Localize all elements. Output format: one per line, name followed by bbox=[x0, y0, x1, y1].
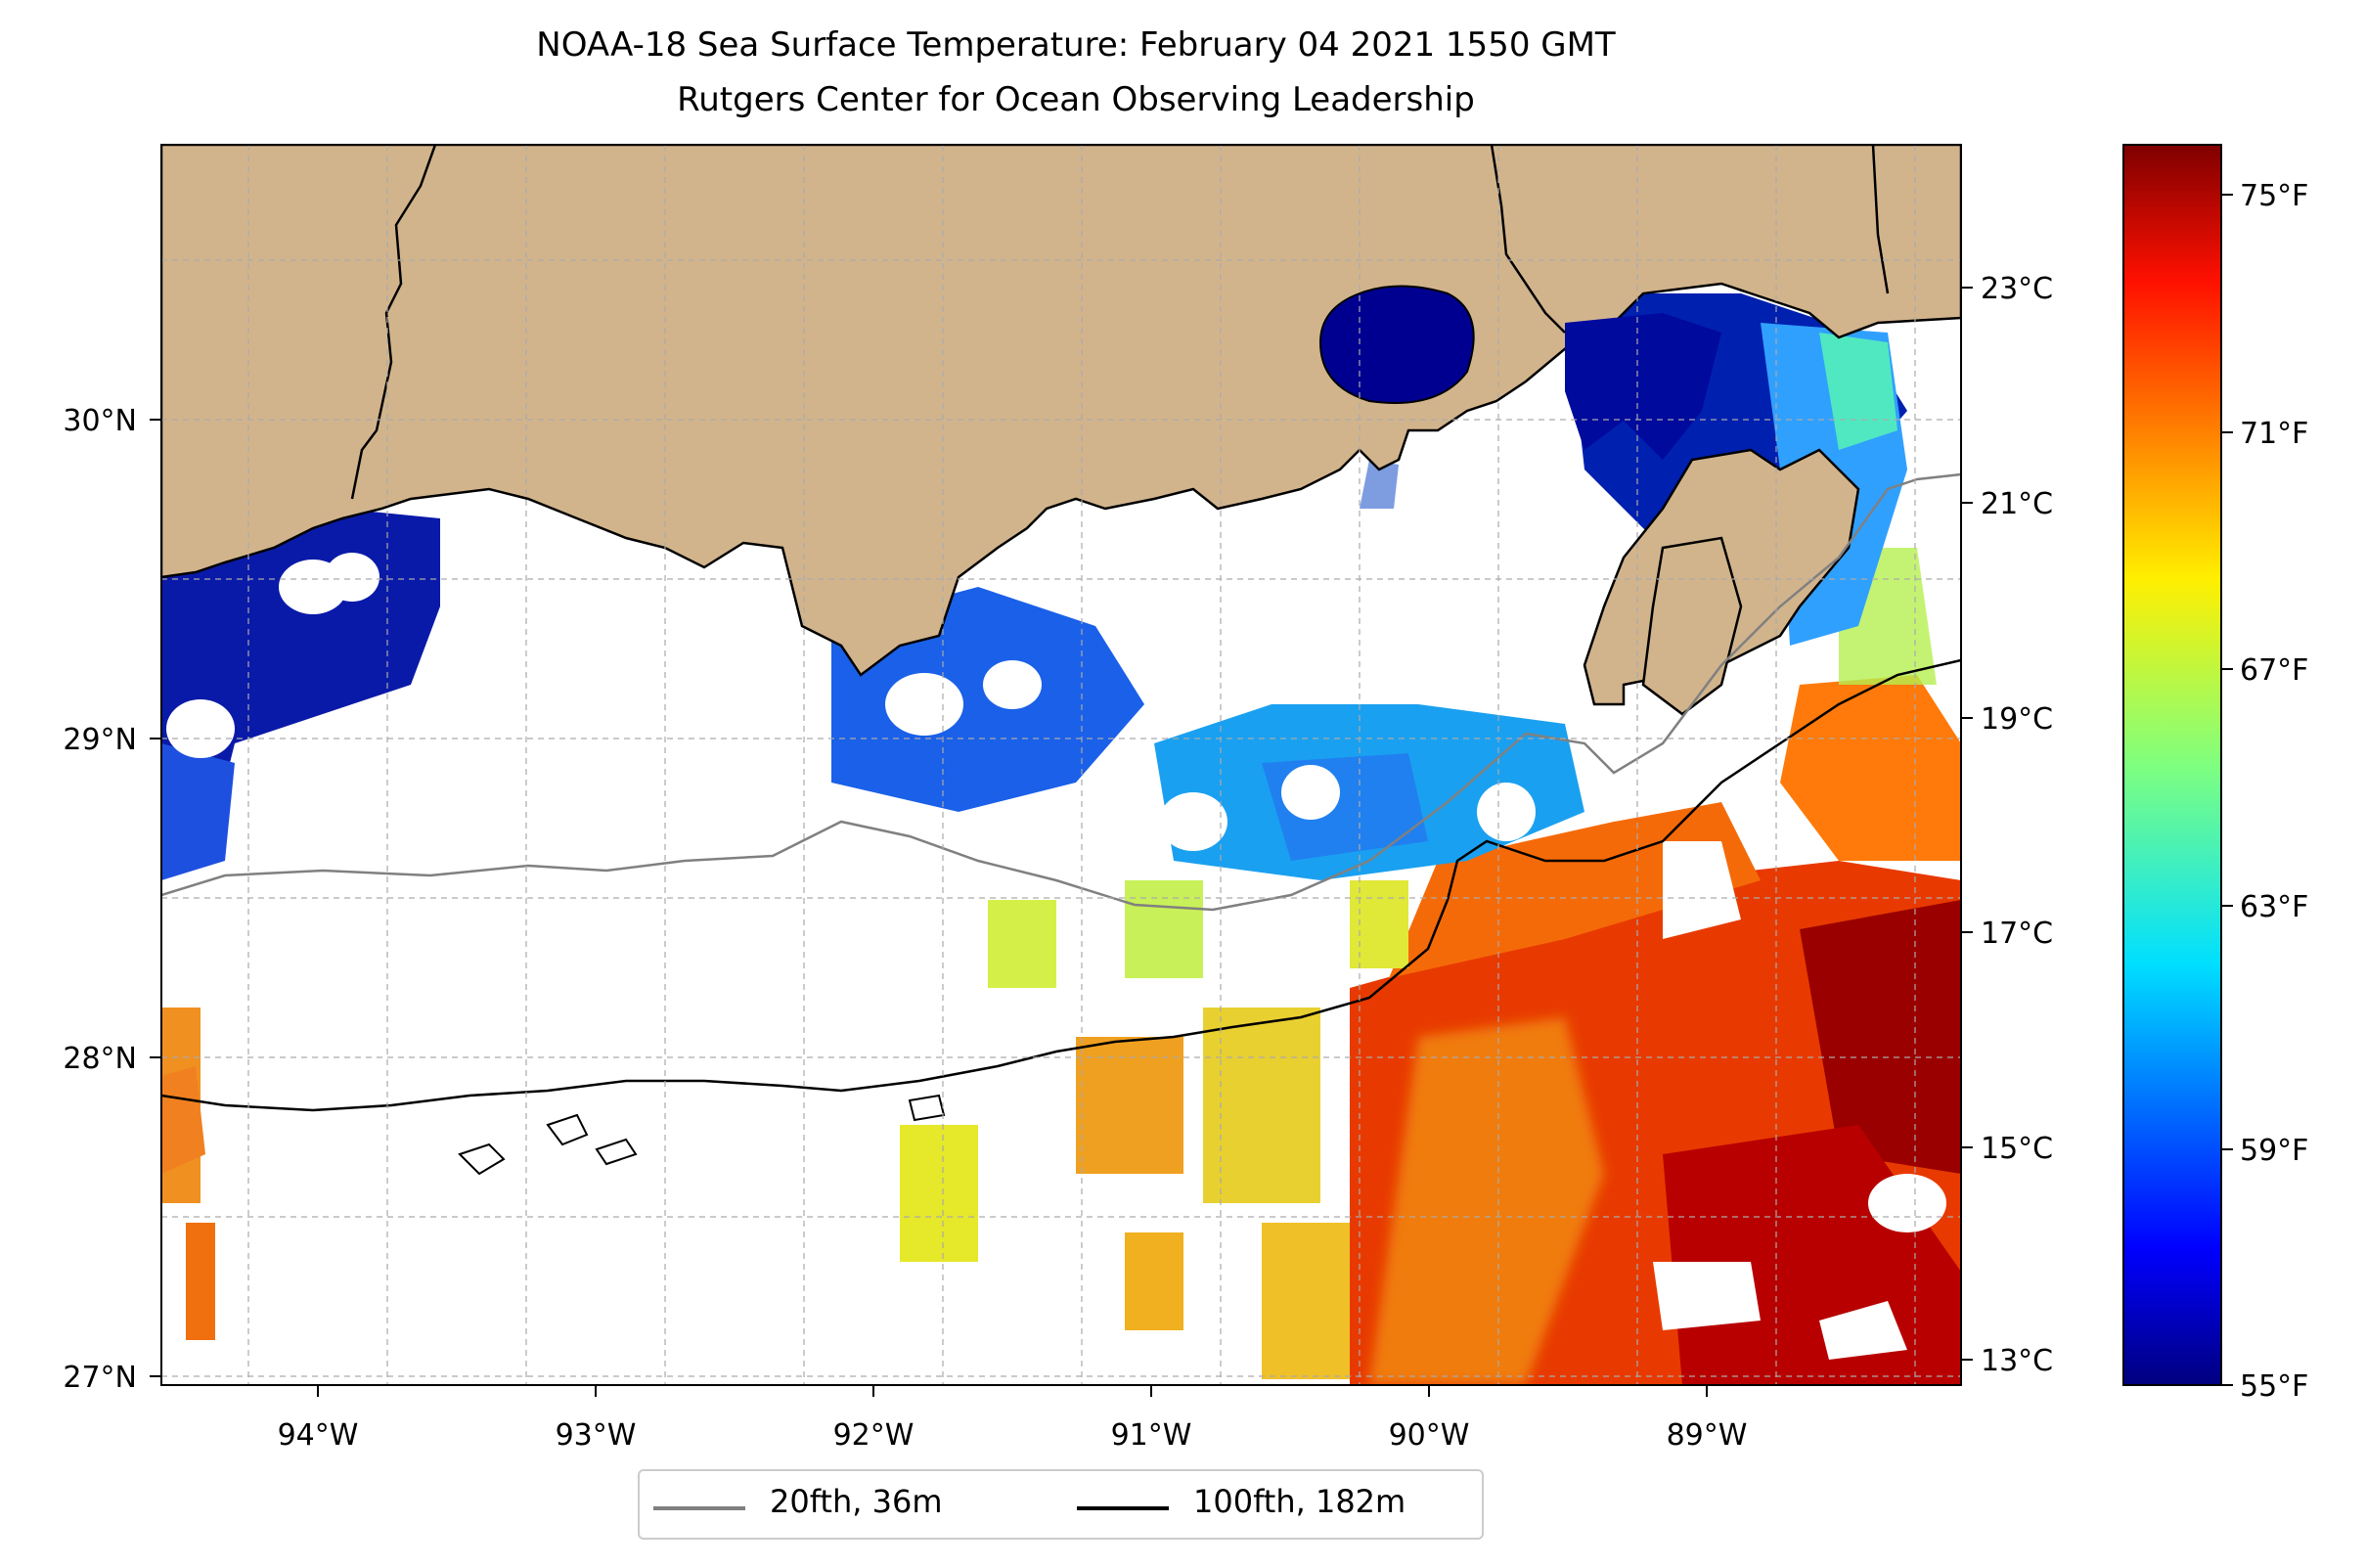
bank-contours bbox=[458, 1094, 946, 1176]
state-border-ms bbox=[1490, 145, 1566, 334]
map-area bbox=[161, 145, 1961, 1385]
colorbar-f-label: 71°F bbox=[2240, 417, 2308, 451]
lon-tick-label: 94°W bbox=[278, 1418, 359, 1453]
colorbar bbox=[2122, 144, 2222, 1386]
cloud-gaps bbox=[166, 553, 1946, 1232]
colorbar-ticks-c bbox=[1961, 287, 1973, 1361]
colorbar-c-label: 15°C bbox=[1981, 1132, 2053, 1166]
lon-tick-label: 92°W bbox=[833, 1418, 915, 1453]
colorbar-f-label: 75°F bbox=[2240, 179, 2308, 213]
colorbar-f-label: 55°F bbox=[2240, 1369, 2308, 1404]
state-border bbox=[350, 145, 437, 500]
warm-water-patches bbox=[1350, 548, 1961, 1385]
colorbar-c-label: 21°C bbox=[1981, 487, 2053, 521]
contour-100fth bbox=[161, 658, 1961, 1112]
colorbar-f-label: 67°F bbox=[2240, 653, 2308, 688]
chart-title: NOAA-18 Sea Surface Temperature: Februar… bbox=[536, 25, 1616, 65]
legend: 20fth, 36m 100fth, 182m bbox=[638, 1469, 1484, 1540]
legend-label-20fth: 20fth, 36m bbox=[770, 1483, 943, 1520]
lat-tick-label: 30°N bbox=[63, 404, 137, 438]
colorbar-c-label: 19°C bbox=[1981, 702, 2053, 737]
grid-lines bbox=[161, 145, 1961, 1385]
legend-swatch-100fth bbox=[1077, 1506, 1169, 1510]
lon-tick-label: 91°W bbox=[1111, 1418, 1192, 1453]
colorbar-c-label: 17°C bbox=[1981, 917, 2053, 951]
lat-ticks bbox=[150, 419, 161, 1377]
colorbar-f-label: 63°F bbox=[2240, 890, 2308, 924]
state-border-ms-al bbox=[1871, 145, 1890, 294]
colorbar-f-label: 59°F bbox=[2240, 1134, 2308, 1168]
contour-20fth bbox=[161, 472, 1961, 912]
lat-tick-label: 29°N bbox=[63, 723, 137, 757]
delta-water bbox=[1565, 313, 1721, 460]
colorbar-ticks-f bbox=[2221, 194, 2233, 1386]
lon-tick-label: 89°W bbox=[1667, 1418, 1748, 1453]
chart-subtitle: Rutgers Center for Ocean Observing Leade… bbox=[677, 80, 1475, 119]
colorbar-c-label: 23°C bbox=[1981, 272, 2053, 306]
map-frame bbox=[160, 144, 1962, 1386]
legend-label-100fth: 100fth, 182m bbox=[1193, 1483, 1406, 1520]
lake-pontchartrain bbox=[1318, 285, 1475, 404]
lon-tick-label: 93°W bbox=[556, 1418, 637, 1453]
lon-ticks bbox=[317, 1385, 1708, 1397]
lat-tick-label: 28°N bbox=[63, 1042, 137, 1076]
lat-tick-label: 27°N bbox=[63, 1361, 137, 1395]
lon-tick-label: 90°W bbox=[1389, 1418, 1470, 1453]
legend-swatch-20fth bbox=[653, 1506, 745, 1510]
colorbar-c-label: 13°C bbox=[1981, 1344, 2053, 1378]
